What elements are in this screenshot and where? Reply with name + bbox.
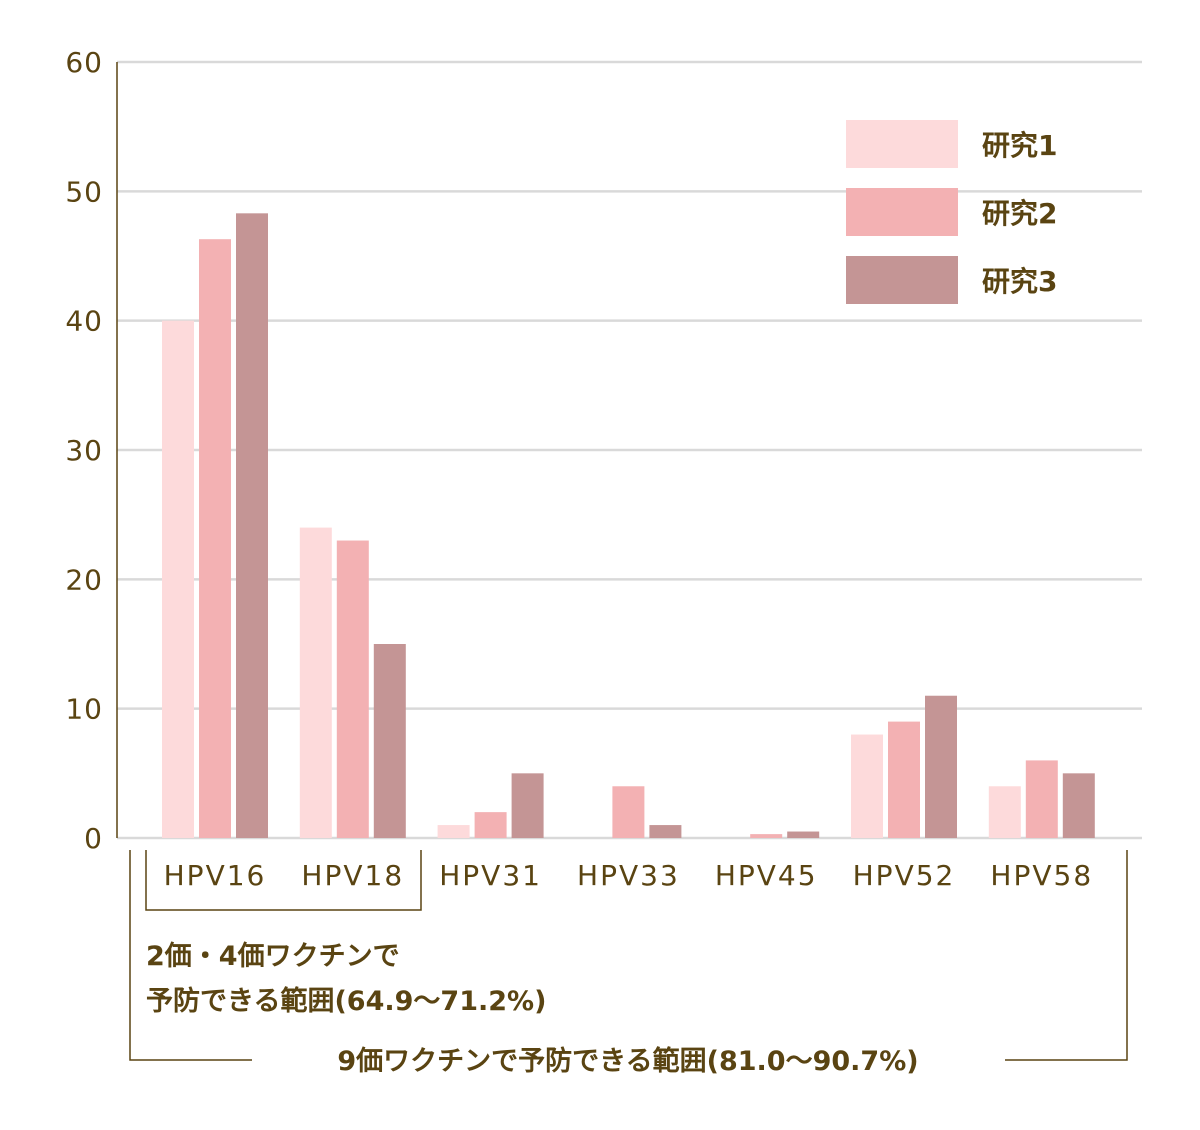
- bar-HPV33-2: [612, 786, 645, 838]
- x-category-label: HPV58: [990, 859, 1093, 892]
- outer-bracket-left: [129, 850, 252, 1061]
- bar-HPV58-2: [1025, 760, 1058, 838]
- bar-HPV45-3: [787, 831, 820, 838]
- inner-bracket-label-line2: 予防できる範囲(64.9〜71.2%): [146, 985, 546, 1017]
- bar-HPV16-2: [199, 239, 231, 839]
- gridlines: [117, 60, 1142, 840]
- y-tick-label: 40: [65, 305, 103, 338]
- bar-HPV58-1: [988, 786, 1021, 838]
- x-category-labels: HPV16 HPV18 HPV31 HPV33 HPV45 HPV52 HPV58: [164, 859, 1093, 892]
- inner-bracket: [145, 850, 422, 911]
- x-category-label: HPV33: [577, 859, 680, 892]
- x-category-label: HPV45: [715, 859, 818, 892]
- bar-HPV31-1: [437, 825, 470, 838]
- bar-HPV58-3: [1062, 773, 1095, 838]
- y-tick-label: 20: [65, 563, 103, 596]
- y-tick-label: 0: [84, 822, 103, 855]
- bar-HPV16-1: [162, 320, 194, 839]
- bar-HPV31-2: [474, 812, 507, 838]
- inner-bracket-label-line1: 2価・4価ワクチンで: [146, 941, 400, 972]
- bar-HPV16-3: [236, 213, 268, 838]
- legend-swatch-3: [846, 256, 958, 304]
- outer-bracket-label: 9価ワクチンで予防できる範囲(81.0〜90.7%): [337, 1045, 918, 1077]
- bar-HPV45-2: [750, 834, 783, 838]
- bar-HPV52-1: [851, 734, 883, 838]
- legend-label-3: 研究3: [982, 265, 1057, 298]
- y-tick-label: 30: [65, 434, 103, 467]
- bar-HPV18-1: [299, 527, 332, 838]
- bar-HPV52-3: [925, 695, 957, 838]
- x-category-label: HPV18: [301, 859, 404, 892]
- bar-HPV18-3: [373, 644, 406, 838]
- y-tick-labels: 0 10 20 30 40 50 60: [65, 46, 103, 855]
- y-tick-label: 10: [65, 693, 103, 726]
- y-tick-label: 60: [65, 46, 103, 79]
- legend-swatch-1: [846, 120, 958, 168]
- legend: 研究1 研究2 研究3: [846, 120, 1057, 304]
- bar-HPV31-3: [511, 773, 544, 838]
- bar-HPV18-2: [336, 540, 369, 838]
- bar-HPV52-2: [888, 721, 920, 838]
- bar-HPV33-3: [649, 825, 682, 838]
- legend-label-2: 研究2: [982, 197, 1057, 230]
- y-tick-label: 50: [65, 175, 103, 208]
- bars: [162, 213, 1095, 839]
- legend-label-1: 研究1: [982, 129, 1057, 162]
- outer-bracket-right: [1005, 850, 1128, 1061]
- x-category-label: HPV52: [853, 859, 956, 892]
- legend-swatch-2: [846, 188, 958, 236]
- x-category-label: HPV31: [439, 859, 542, 892]
- x-category-label: HPV16: [164, 859, 267, 892]
